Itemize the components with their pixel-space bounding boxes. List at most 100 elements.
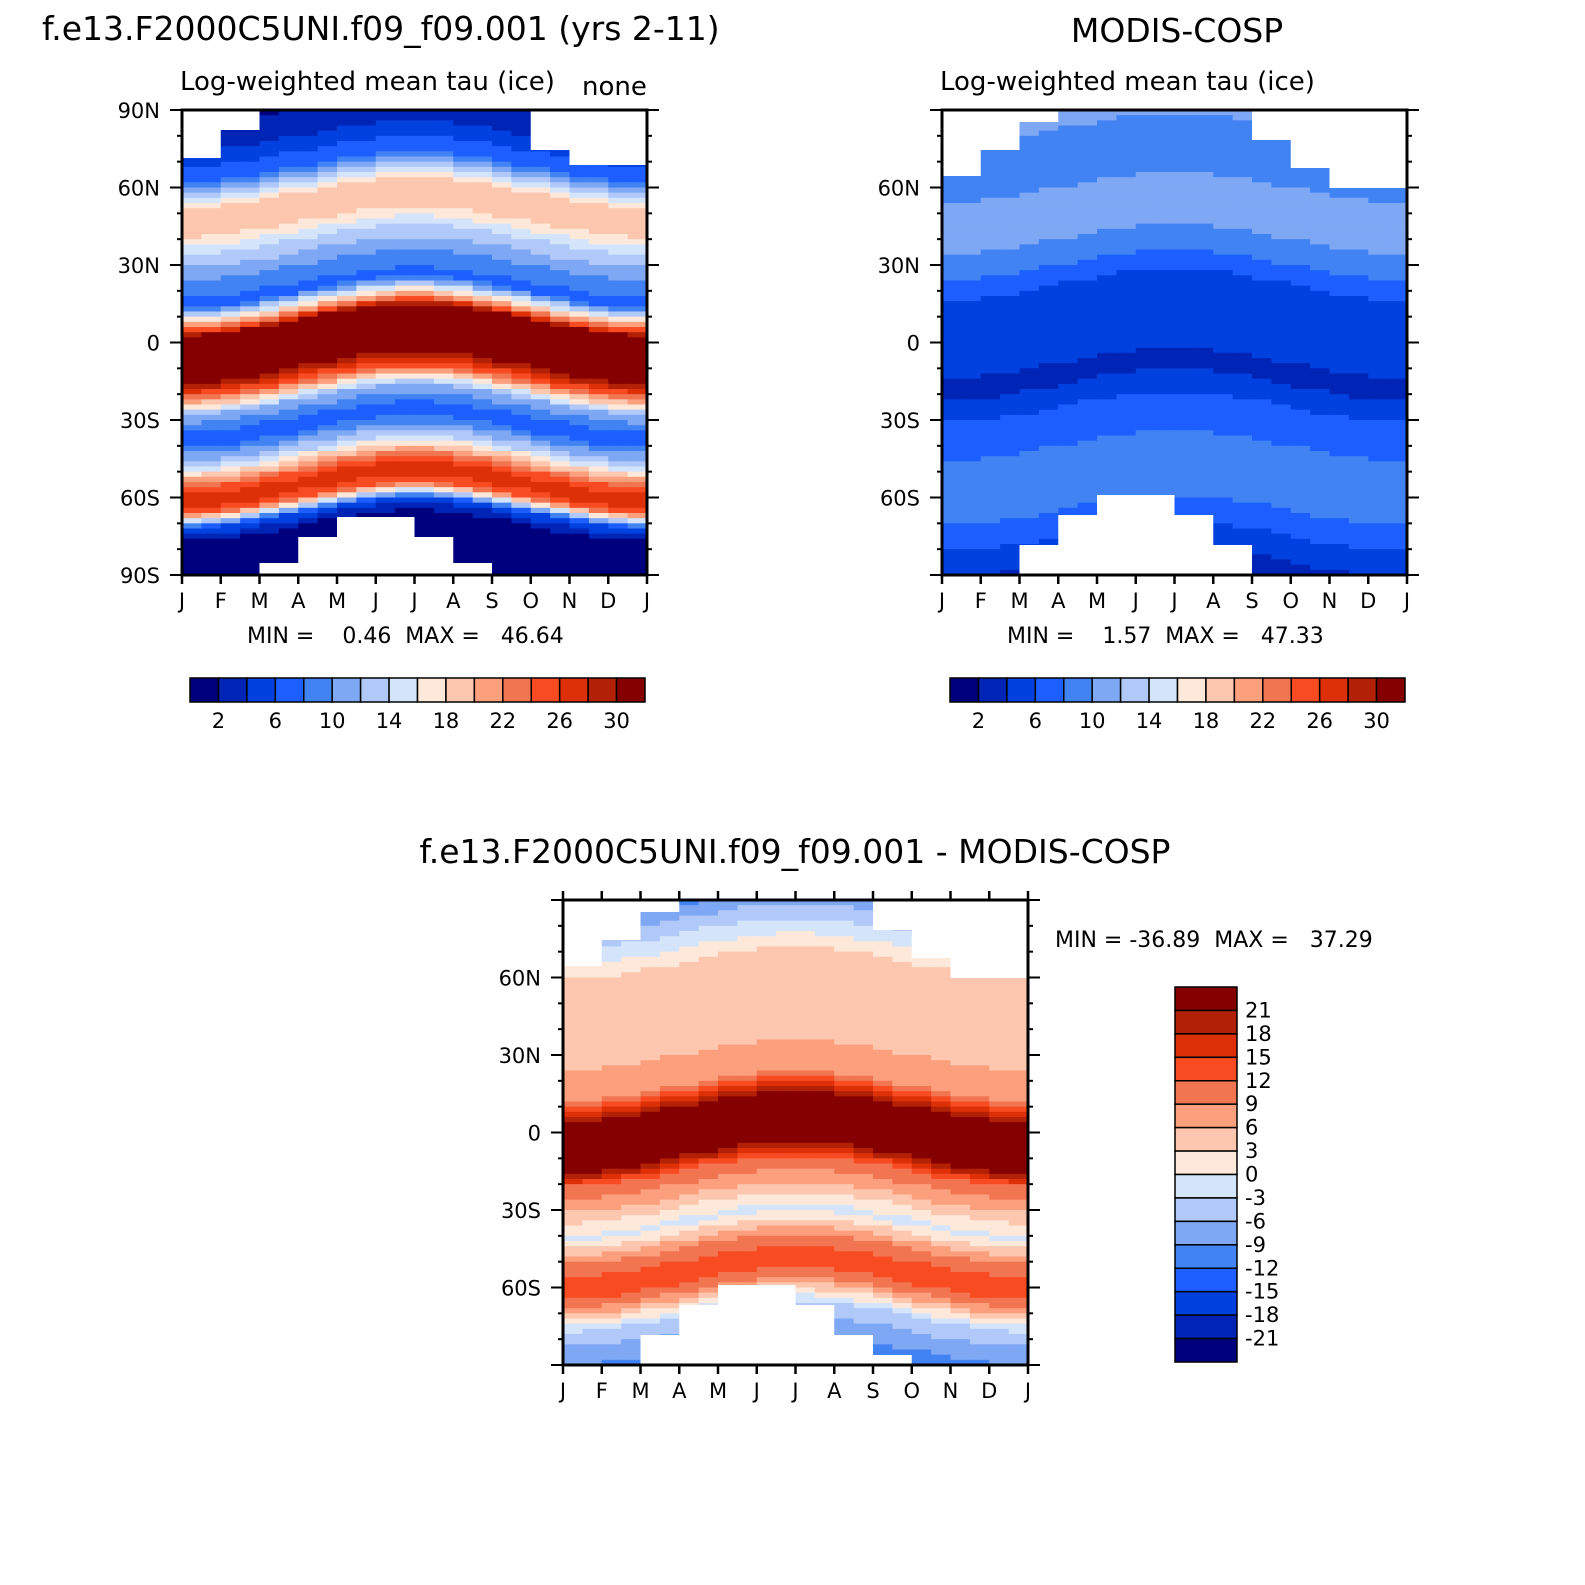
contour-cell [259, 166, 280, 173]
contour-cell [1000, 368, 1021, 375]
contour-cell [1097, 316, 1117, 323]
contour-cell [795, 900, 816, 906]
contour-cell [1000, 239, 1021, 245]
contour-cell [1252, 352, 1272, 359]
missing-data [182, 110, 221, 158]
contour-cell [550, 538, 571, 545]
contour-cell [1348, 544, 1369, 550]
contour-cell [1213, 404, 1234, 411]
contour-cell [453, 389, 474, 395]
contour-cell [1329, 564, 1350, 571]
contour-cell [569, 409, 590, 416]
contour-cell [834, 956, 855, 963]
contour-cell [375, 275, 396, 282]
contour-cell [337, 177, 357, 183]
contour-cell [453, 347, 474, 354]
contour-cell [1058, 239, 1079, 245]
contour-cell [530, 290, 551, 297]
contour-cell [182, 368, 202, 375]
contour-cell [1310, 502, 1331, 509]
contour-cell [627, 275, 647, 282]
contour-cell [1038, 223, 1059, 230]
contour-cell [980, 492, 1001, 499]
contour-cell [569, 239, 590, 245]
contour-cell [550, 161, 571, 168]
contour-cell [550, 466, 571, 473]
contour-cell [1000, 404, 1021, 411]
contour-cell [433, 156, 454, 163]
contour-cell [1368, 502, 1389, 509]
contour-cell [679, 900, 700, 906]
contour-cell [278, 358, 299, 364]
contour-cell [1252, 306, 1272, 313]
contour-cell [201, 259, 222, 266]
contour-cell [1271, 445, 1292, 452]
contour-cell [1271, 435, 1292, 442]
contour-cell [1174, 404, 1195, 411]
contour-cell [317, 404, 338, 411]
contour-cell [1155, 466, 1176, 473]
contour-cell [375, 425, 396, 431]
contour-cell [240, 347, 261, 354]
contour-cell [627, 440, 647, 447]
contour-cell [1155, 337, 1176, 344]
contour-cell [511, 223, 532, 230]
contour-cell [1387, 554, 1407, 561]
contour-cell [530, 549, 551, 555]
contour-cell [627, 311, 647, 318]
contour-cell [395, 347, 416, 354]
contour-cell [182, 430, 202, 437]
contour-cell [795, 941, 816, 948]
contour-cell [395, 161, 416, 168]
contour-cell [395, 394, 416, 400]
contour-cell [1174, 135, 1195, 142]
contour-cell [433, 197, 454, 204]
contour-cell [942, 306, 962, 313]
contour-cell [414, 363, 435, 369]
contour-cell [492, 518, 512, 524]
contour-cell [980, 559, 1001, 566]
contour-cell [1348, 358, 1369, 364]
contour-cell [182, 316, 202, 323]
contour-cell [1290, 507, 1311, 514]
contour-cell [1329, 383, 1350, 390]
contour-cell [1271, 461, 1292, 468]
contour-cell [433, 301, 454, 307]
contour-cell [472, 280, 493, 287]
contour-cell [1193, 414, 1214, 421]
contour-cell [433, 280, 454, 287]
contour-cell [1232, 301, 1253, 307]
contour-cell [892, 931, 913, 937]
contour-cell [1174, 244, 1195, 251]
contour-cell [530, 285, 551, 292]
contour-cell [1155, 192, 1176, 199]
contour-cell [472, 187, 493, 194]
contour-cell [1290, 523, 1311, 530]
contour-cell [961, 208, 982, 214]
contour-cell [1232, 368, 1253, 375]
contour-cell [395, 254, 416, 261]
colorbar-label: 2 [972, 709, 985, 733]
contour-cell [1329, 420, 1350, 426]
contour-cell [627, 208, 647, 214]
contour-cell [1038, 528, 1059, 535]
contour-cell [511, 208, 532, 214]
contour-cell [1019, 451, 1040, 457]
contour-cell [375, 270, 396, 276]
contour-cell [608, 208, 629, 214]
contour-cell [278, 538, 299, 545]
contour-cell [1271, 569, 1292, 575]
contour-cell [433, 135, 454, 142]
contour-cell [201, 244, 222, 251]
contour-cell [1368, 358, 1389, 364]
contour-cell [240, 177, 261, 183]
contour-cell [608, 306, 629, 313]
contour-cell [1368, 492, 1389, 499]
contour-cell [356, 311, 377, 318]
contour-cell [608, 435, 629, 442]
contour-cell [1038, 358, 1059, 364]
contour-cell [1348, 383, 1369, 390]
contour-cell [356, 228, 377, 235]
contour-cell [356, 182, 377, 189]
panel-model-subtitle: Log-weighted mean tau (ice) [180, 67, 555, 97]
